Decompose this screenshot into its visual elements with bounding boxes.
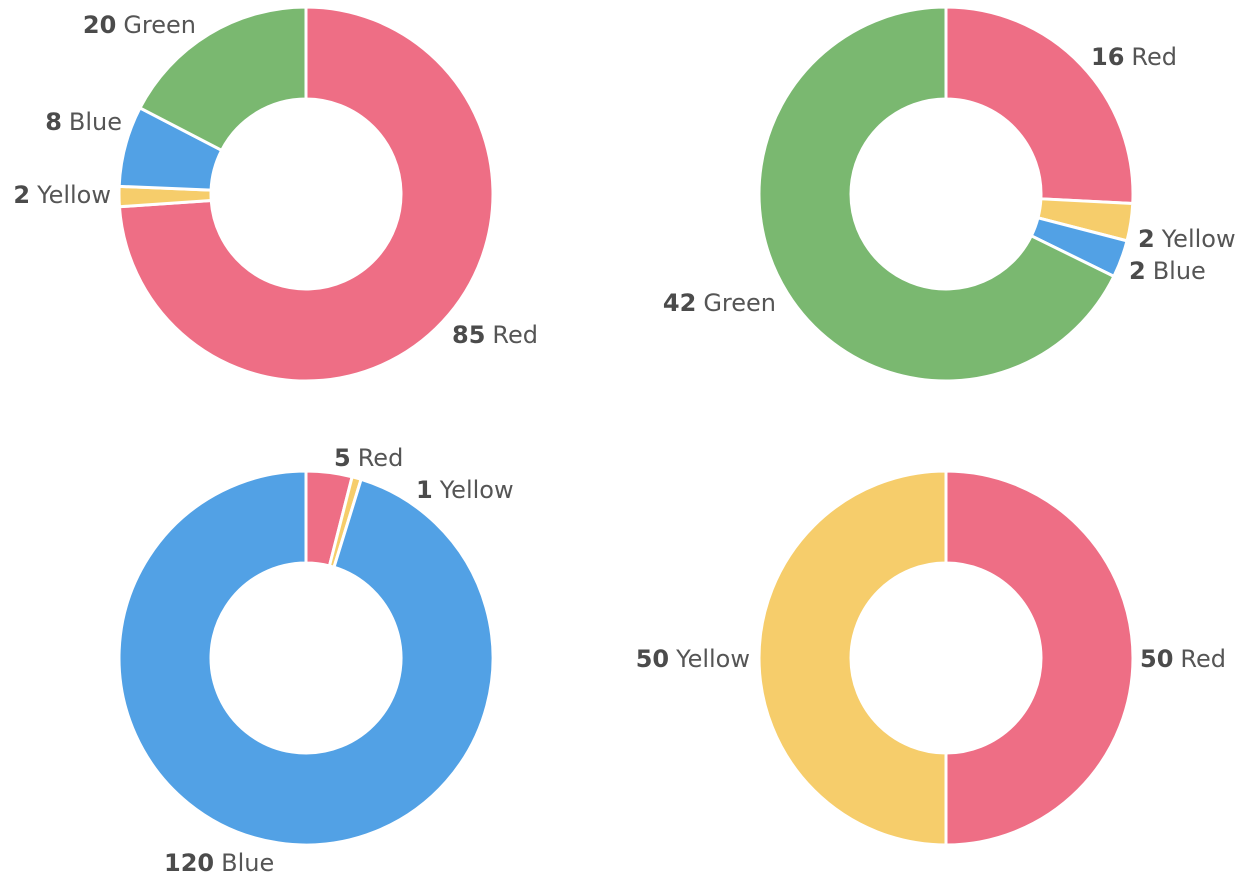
slice-yellow — [757, 469, 948, 847]
slice-name: Yellow — [36, 181, 111, 209]
slice-label-red: 5 Red — [334, 444, 403, 472]
slice-value: 42 — [663, 289, 696, 317]
donut-chart-3: 5 Red 1 Yellow 120 Blue — [117, 444, 514, 877]
slice-label-blue: 8 Blue — [45, 108, 122, 136]
slice-name: Green — [703, 289, 776, 317]
slice-name: Red — [1180, 645, 1226, 673]
slice-red — [944, 5, 1135, 205]
slice-name: Blue — [221, 849, 274, 877]
slice-red — [117, 5, 495, 383]
donut-chart-1: 85 Red 2 Yellow 8 Blue 20 Green — [13, 5, 538, 383]
slice-name: Green — [123, 11, 196, 39]
slice-label-green: 20 Green — [83, 11, 196, 39]
slice-label-yellow: 2 Yellow — [13, 181, 111, 209]
slice-name: Yellow — [1161, 225, 1236, 253]
slice-label-blue: 2 Blue — [1129, 257, 1206, 285]
slice-value: 120 — [164, 849, 214, 877]
slice-label-red: 85 Red — [452, 321, 538, 349]
slice-name: Blue — [1153, 257, 1206, 285]
slice-green — [138, 5, 308, 152]
slice-label-yellow: 1 Yellow — [416, 476, 514, 504]
slice-label-red: 50 Red — [1140, 645, 1226, 673]
slice-label-yellow: 50 Yellow — [636, 645, 750, 673]
slice-name: Yellow — [439, 476, 514, 504]
slice-red — [944, 469, 1135, 847]
slice-label-yellow: 2 Yellow — [1138, 225, 1236, 253]
slice-name: Yellow — [675, 645, 750, 673]
slice-blue — [117, 469, 495, 847]
slice-name: Red — [492, 321, 538, 349]
slice-value: 5 — [334, 444, 351, 472]
slice-value: 50 — [636, 645, 669, 673]
slice-name: Red — [1131, 43, 1177, 71]
slice-value: 2 — [1129, 257, 1146, 285]
slice-value: 2 — [13, 181, 30, 209]
slice-value: 1 — [416, 476, 433, 504]
slice-value: 2 — [1138, 225, 1155, 253]
slice-value: 16 — [1091, 43, 1124, 71]
slice-value: 50 — [1140, 645, 1173, 673]
slice-label-blue: 120 Blue — [164, 849, 274, 877]
slice-value: 8 — [45, 108, 62, 136]
slice-value: 20 — [83, 11, 116, 39]
slice-name: Red — [358, 444, 404, 472]
slice-green — [757, 5, 1116, 383]
slice-label-red: 16 Red — [1091, 43, 1177, 71]
slice-value: 85 — [452, 321, 485, 349]
slice-name: Blue — [69, 108, 122, 136]
slice-label-green: 42 Green — [663, 289, 776, 317]
